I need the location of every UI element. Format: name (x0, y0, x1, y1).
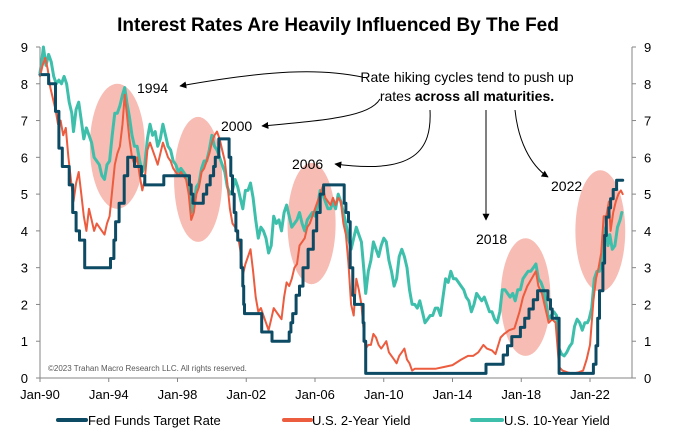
legend-label-2yr: U.S. 2-Year Yield (312, 413, 411, 428)
arrow-to-1994 (179, 71, 363, 89)
x-tick-label: Jan-98 (158, 387, 198, 402)
arrow-to-2006 (334, 109, 431, 169)
annotations: Rate hiking cycles tend to push up rates… (137, 69, 582, 247)
arrow-to-2000 (261, 98, 381, 129)
x-tick-label: Jan-14 (433, 387, 473, 402)
arrow-to-2022 (514, 109, 549, 178)
legend-label-10yr: U.S. 10-Year Yield (504, 413, 610, 428)
copyright-note: ©2023 Trahan Macro Research LLC. All rig… (48, 364, 247, 373)
y2-tick-label: 6 (644, 150, 651, 165)
y-tick-label: 1 (21, 334, 28, 349)
label-1994: 1994 (137, 80, 168, 96)
label-2006: 2006 (292, 156, 323, 172)
legend-item-2yr[interactable]: U.S. 2-Year Yield (282, 413, 411, 428)
y2-tick-label: 3 (644, 261, 651, 276)
annotation-main-line2-bold: across all maturities. (415, 88, 554, 104)
y-tick-label: 2 (21, 297, 28, 312)
axes (39, 47, 633, 379)
series-lines (38, 45, 625, 375)
y2-tick-label: 9 (644, 40, 651, 55)
x-tick-label: Jan-94 (89, 387, 129, 402)
y-tick-label: 4 (21, 224, 28, 239)
series-10yr-line (38, 45, 624, 358)
x-axis: Jan-90 Jan-94 Jan-98 Jan-02 Jan-06 Jan-10 Jan-… (20, 378, 610, 402)
y2-tick-label: 5 (644, 187, 651, 202)
y2-tick-label: 2 (644, 297, 651, 312)
label-2018: 2018 (476, 231, 507, 247)
y2-tick-label: 7 (644, 114, 651, 129)
x-tick-label: Jan-22 (570, 387, 610, 402)
x-tick-label: Jan-90 (20, 387, 60, 402)
label-2000: 2000 (221, 118, 252, 134)
x-tick-label: Jan-06 (295, 387, 335, 402)
y-tick-label: 9 (21, 40, 28, 55)
y-tick-label: 5 (21, 187, 28, 202)
y2-tick-label: 0 (644, 371, 651, 386)
y-tick-label: 8 (21, 77, 28, 92)
y2-tick-label: 8 (644, 77, 651, 92)
series-2yr-line (39, 57, 624, 375)
y2-tick-label: 1 (644, 334, 651, 349)
x-tick-label: Jan-10 (364, 387, 404, 402)
chart-title: Interest Rates Are Heavily Influenced By… (117, 15, 559, 36)
y-tick-label: 3 (21, 261, 28, 276)
y-tick-label: 7 (21, 114, 28, 129)
y-tick-label: 0 (21, 371, 28, 386)
y2-tick-label: 4 (644, 224, 651, 239)
highlight-ellipses (89, 83, 626, 356)
label-2022: 2022 (551, 178, 582, 194)
legend-item-fed-funds[interactable]: Fed Funds Target Rate (56, 413, 221, 428)
legend-label-fed-funds: Fed Funds Target Rate (88, 413, 221, 428)
annotation-main-line2: rates across all maturities. (380, 88, 554, 104)
series-fed-funds-line (38, 73, 625, 375)
y-axis-left: 0 1 2 3 4 5 6 7 8 9 (21, 40, 40, 386)
x-tick-label: Jan-18 (501, 387, 541, 402)
y-tick-label: 6 (21, 150, 28, 165)
y-axis-right: 0 1 2 3 4 5 6 7 8 9 (632, 40, 651, 386)
legend-item-10yr[interactable]: U.S. 10-Year Yield (470, 413, 610, 428)
x-tick-label: Jan-02 (226, 387, 266, 402)
annotation-main-line1: Rate hiking cycles tend to push up (360, 69, 573, 85)
legend: Fed Funds Target Rate U.S. 2-Year Yield … (56, 413, 610, 428)
annotation-main-line2-normal: rates (380, 88, 415, 104)
highlight-2022 (575, 170, 626, 292)
